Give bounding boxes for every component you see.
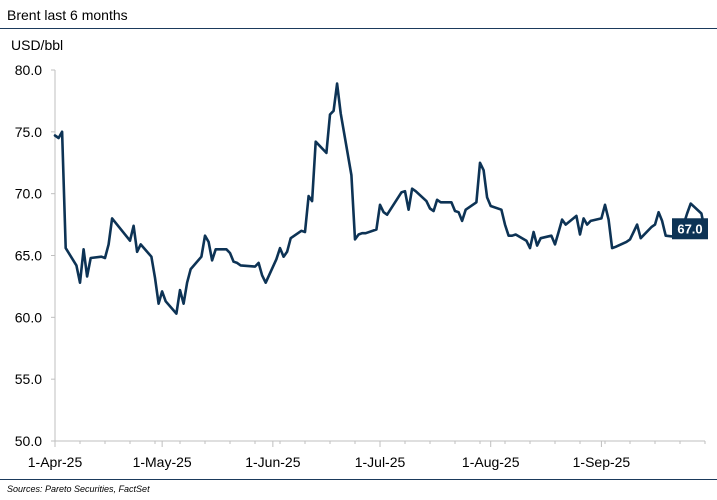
end-value-label-text: 67.0	[677, 221, 702, 236]
source-note: Sources: Pareto Securities, FactSet	[7, 484, 150, 494]
footer-rule	[0, 479, 717, 480]
x-tick-label: 1-Jul-25	[355, 454, 406, 470]
y-tick-label: 60.0	[15, 309, 42, 325]
y-tick-label: 50.0	[15, 433, 42, 449]
x-tick-label: 1-Apr-25	[28, 454, 83, 470]
y-axis: 50.0 55.0 60.0 65.0 70.0 75.0 80.0	[15, 62, 56, 449]
y-tick-label: 70.0	[15, 186, 42, 202]
x-tick-label: 1-Jun-25	[245, 454, 300, 470]
x-axis: 1-Apr-25 1-May-25 1-Jun-25 1-Jul-25 1-Aug-25…	[28, 440, 706, 470]
series-line-brent	[53, 82, 707, 315]
y-tick-label: 55.0	[15, 371, 42, 387]
end-value-label: 67.0	[672, 218, 708, 240]
y-tick-label: 80.0	[15, 62, 42, 78]
end-value-label-bg	[672, 218, 708, 240]
y-tick-label: 75.0	[15, 124, 42, 140]
x-tick-label: 1-May-25	[133, 454, 192, 470]
x-tick-label: 1-Sep-25	[573, 454, 631, 470]
chart-title: Brent last 6 months	[7, 7, 128, 23]
header-rule	[0, 28, 717, 29]
x-tick-label: 1-Aug-25	[462, 454, 520, 470]
y-tick-label: 65.0	[15, 248, 42, 264]
y-axis-label: USD/bbl	[11, 37, 63, 53]
